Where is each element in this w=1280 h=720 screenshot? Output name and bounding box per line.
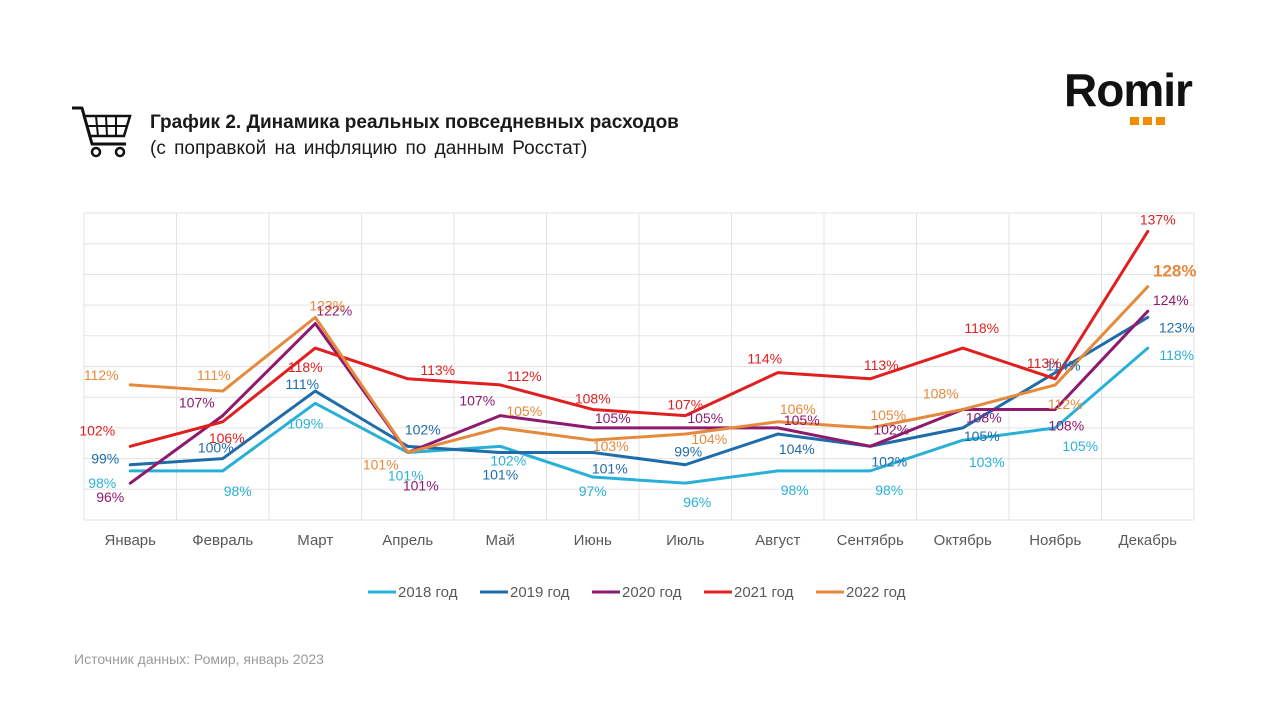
data-label: 118%: [1159, 347, 1194, 363]
data-label: 112%: [1048, 396, 1083, 412]
data-label: 101%: [388, 467, 424, 483]
x-tick-label: Май: [486, 532, 515, 549]
data-label: 101%: [482, 466, 518, 482]
data-label: 96%: [683, 494, 711, 510]
data-label: 105%: [506, 403, 542, 419]
data-label: 102%: [405, 421, 441, 437]
data-label: 99%: [91, 451, 119, 467]
series-line-2022-год: [128, 285, 1150, 454]
data-label: 99%: [674, 444, 702, 460]
data-label: 97%: [579, 483, 607, 499]
data-label: 105%: [964, 428, 1000, 444]
x-tick-label: Ноябрь: [1029, 532, 1081, 549]
data-label: 107%: [179, 395, 215, 411]
data-label: 128%: [1153, 262, 1196, 281]
source-note: Источник данных: Ромир, январь 2023: [74, 651, 324, 667]
x-tick-label: Июль: [666, 532, 704, 549]
data-label: 103%: [969, 454, 1005, 470]
data-label: 123%: [309, 297, 345, 313]
series-line-2021-год: [128, 229, 1150, 448]
data-label: 106%: [780, 401, 816, 417]
data-label: 107%: [459, 393, 495, 409]
data-label: 113%: [420, 362, 455, 378]
data-label: 105%: [870, 407, 906, 423]
data-label: 105%: [784, 412, 820, 428]
data-label: 137%: [1140, 211, 1176, 227]
data-label: 113%: [864, 357, 899, 373]
data-label: 100%: [198, 440, 234, 456]
data-label: 108%: [923, 385, 959, 401]
data-label: 102%: [490, 452, 526, 468]
x-tick-label: Сентябрь: [837, 532, 904, 549]
x-tick-label: Январь: [105, 532, 157, 549]
data-label: 113%: [1027, 355, 1062, 371]
chart-title-line1: График 2. Динамика реальных повседневных…: [150, 112, 679, 133]
data-label: 108%: [966, 409, 1002, 425]
data-label: 104%: [691, 431, 727, 447]
data-label: 114%: [747, 351, 782, 367]
data-label: 111%: [197, 367, 231, 383]
logo-dots-icon: [1130, 112, 1169, 130]
data-label: 102%: [871, 453, 907, 469]
x-tick-label: Февраль: [192, 532, 253, 549]
legend-label: 2018 год: [398, 584, 458, 601]
data-label: 108%: [1048, 417, 1084, 433]
legend-label: 2022 год: [846, 584, 906, 601]
x-tick-label: Август: [755, 532, 800, 549]
data-label: 96%: [96, 489, 124, 505]
data-label: 98%: [875, 482, 903, 498]
data-label: 101%: [592, 460, 628, 476]
data-label: 102%: [873, 421, 909, 437]
x-tick-label: Декабрь: [1119, 532, 1178, 549]
x-tick-label: Июнь: [574, 532, 612, 549]
series-line-2020-год: [128, 309, 1150, 485]
chart-subtitle: (с поправкой на инфляцию по данным Росст…: [150, 138, 588, 159]
data-label: 124%: [1153, 292, 1189, 308]
data-label: 107%: [667, 397, 703, 413]
series-line-2018-год: [128, 346, 1150, 485]
data-label: 109%: [287, 415, 323, 431]
legend-label: 2021 год: [734, 584, 794, 601]
data-label: 103%: [593, 438, 629, 454]
data-label: 114%: [1046, 358, 1081, 374]
data-label: 101%: [403, 477, 439, 493]
data-label: 105%: [1062, 438, 1098, 454]
data-label: 123%: [1159, 319, 1195, 335]
x-tick-label: Октябрь: [934, 532, 992, 549]
data-label: 108%: [575, 390, 611, 406]
data-label: 111%: [285, 376, 319, 392]
data-label: 104%: [779, 441, 815, 457]
data-label: 98%: [88, 475, 116, 491]
data-label: 106%: [209, 430, 245, 446]
data-label: 118%: [964, 320, 999, 336]
data-label: 122%: [316, 303, 352, 319]
logo-text: Romir: [1064, 64, 1193, 116]
legend-label: 2020 год: [622, 584, 682, 601]
data-label: 105%: [595, 410, 631, 426]
x-tick-label: Апрель: [382, 532, 433, 549]
romir-logo: Romir: [1064, 62, 1214, 126]
shopping-cart-icon: [72, 106, 132, 158]
data-label: 98%: [224, 483, 252, 499]
data-label: 102%: [79, 422, 115, 438]
data-label: 118%: [288, 359, 323, 375]
chart-title: График 2. Динамика реальных повседневных…: [150, 110, 679, 162]
data-label: 101%: [363, 456, 399, 472]
x-tick-label: Март: [297, 532, 333, 549]
series-line-2019-год: [128, 315, 1150, 467]
data-label: 112%: [507, 368, 542, 384]
legend-label: 2019 год: [510, 584, 570, 601]
data-label: 98%: [781, 482, 809, 498]
data-label: 105%: [687, 410, 723, 426]
data-label: 112%: [84, 367, 119, 383]
